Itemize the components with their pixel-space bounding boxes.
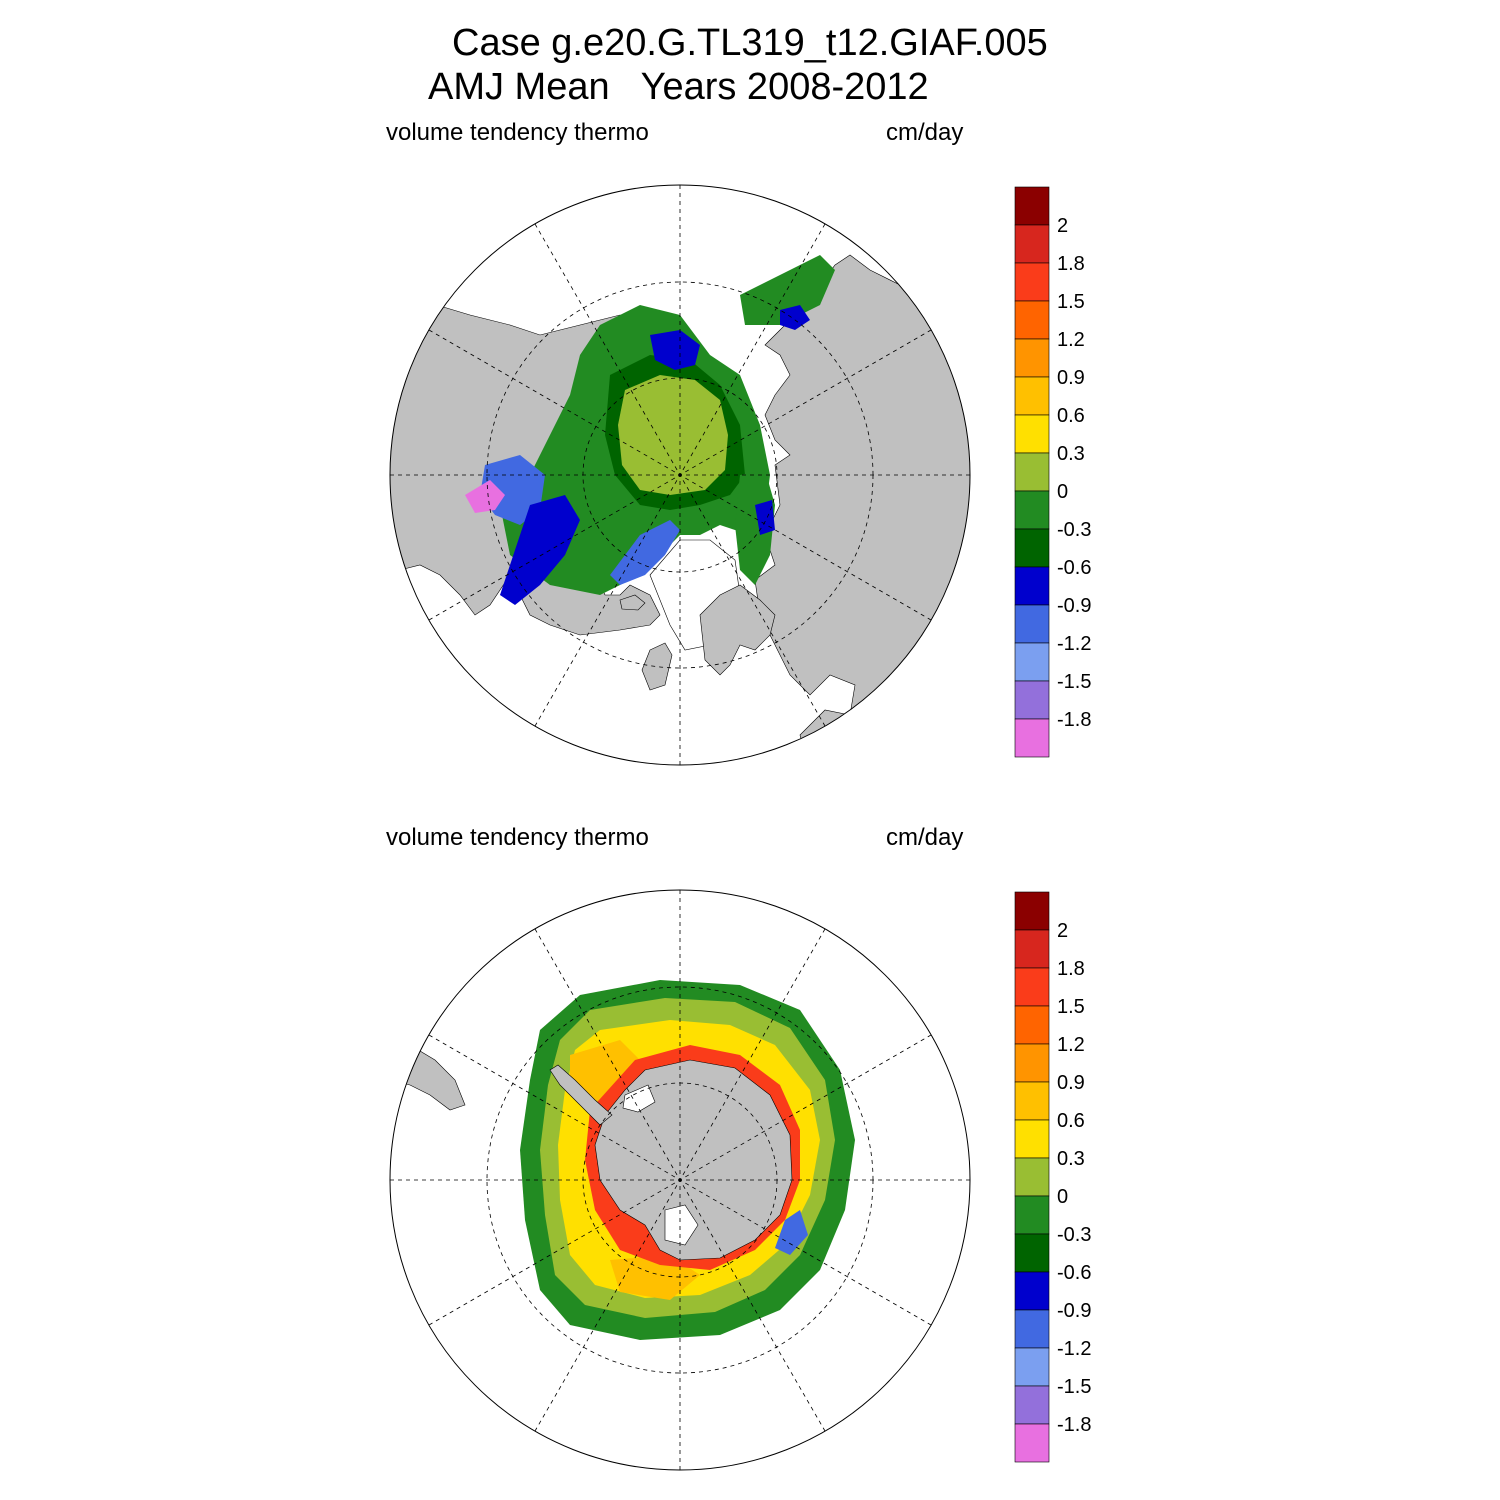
colorbar-box-1-2: [1014, 262, 1050, 302]
colorbar-tick-label-2-12: -1.5: [1057, 1376, 1091, 1398]
colorbar-tick-label-1-5: 0.6: [1057, 405, 1085, 427]
arctic-ice-green-okhotsk: [740, 255, 835, 325]
colorbar-box-2-10: [1014, 1271, 1050, 1311]
colorbar-tick-label-2-5: 0.6: [1057, 1110, 1085, 1132]
panel1-variable-label: volume tendency thermo: [386, 119, 649, 146]
colorbar-panel1: 2 1.8 1.5 1.2 0.9 0.6 0.3 0 -0.3 -0.6 -0.9 -1.2 -1.5…: [1014, 186, 1091, 758]
antarctic-ice-blue-east: [775, 1210, 808, 1255]
colorbar-tick-label-1-6: 0.3: [1057, 443, 1085, 465]
arctic-ice-blue-channel: [500, 495, 580, 605]
colorbar-tick-label-2-2: 1.5: [1057, 996, 1085, 1018]
arctic-ice-blue-barents: [755, 500, 775, 535]
colorbar-box-1-5: [1014, 376, 1050, 416]
arctic-ice-blue-bering: [650, 330, 700, 370]
colorbar-box-2-14: [1014, 1423, 1050, 1463]
ross-ice-shelf: [664, 1204, 699, 1246]
colorbar-tick-label-1-11: -1.2: [1057, 633, 1091, 655]
uk-land: [641, 642, 673, 691]
colorbar-tick-label-2-3: 1.2: [1057, 1034, 1085, 1056]
colorbar-box-1-14: [1014, 718, 1050, 758]
colorbar-tick-label-1-2: 1.5: [1057, 291, 1085, 313]
colorbar-tick-label-1-8: -0.3: [1057, 519, 1091, 541]
colorbar-box-1-13: [1014, 680, 1050, 720]
colorbar-tick-label-2-1: 1.8: [1057, 958, 1085, 980]
colorbar-tick-label-2-8: -0.3: [1057, 1224, 1091, 1246]
colorbar-box-2-13: [1014, 1385, 1050, 1425]
arctic-polar-map: [389, 184, 971, 766]
colorbar-panel2: 2 1.8 1.5 1.2 0.9 0.6 0.3 0 -0.3 -0.6 -0.9 -1.2 -1.5…: [1014, 891, 1091, 1463]
colorbar-box-2-6: [1014, 1119, 1050, 1159]
panel2-variable-label: volume tendency thermo: [386, 824, 649, 851]
panel2-units-label: cm/day: [886, 824, 964, 851]
colorbar-tick-label-2-7: 0: [1057, 1186, 1068, 1208]
colorbar-tick-label-2-13: -1.8: [1057, 1414, 1091, 1436]
colorbar-box-2-2: [1014, 967, 1050, 1007]
antarctic-peninsula: [549, 1064, 613, 1126]
colorbar-box-1-0: [1014, 186, 1050, 226]
colorbar-tick-label-2-11: -1.2: [1057, 1338, 1091, 1360]
antarctic-polar-map: [389, 889, 971, 1471]
colorbar-tick-label-1-10: -0.9: [1057, 595, 1091, 617]
panel1-units-label: cm/day: [886, 119, 964, 146]
colorbar-box-1-11: [1014, 604, 1050, 644]
antarctic-graticule: [390, 890, 970, 1470]
colorbar-box-1-1: [1014, 224, 1050, 264]
colorbar-box-2-12: [1014, 1347, 1050, 1387]
arctic-ice-blue-okhotsk: [780, 305, 810, 330]
arctic-graticule: [390, 185, 970, 765]
colorbar-tick-label-1-12: -1.5: [1057, 671, 1091, 693]
colorbar-tick-label-2-4: 0.9: [1057, 1072, 1085, 1094]
arctic-ice-green-barents: [735, 470, 775, 585]
title-line2: AMJ Mean Years 2008-2012: [428, 66, 929, 108]
colorbar-box-2-1: [1014, 929, 1050, 969]
colorbar-box-1-3: [1014, 300, 1050, 340]
colorbar-box-1-10: [1014, 566, 1050, 606]
colorbar-box-1-6: [1014, 414, 1050, 454]
colorbar-tick-label-2-10: -0.9: [1057, 1300, 1091, 1322]
arctic-ice-center: [618, 375, 728, 495]
arctic-ice-blue-east-greenland: [610, 520, 680, 585]
colorbar-box-1-8: [1014, 490, 1050, 530]
title-line1: Case g.e20.G.TL319_t12.GIAF.005: [452, 22, 1048, 64]
colorbar-box-1-12: [1014, 642, 1050, 682]
arctic-ice-pink-hudson: [465, 480, 505, 513]
colorbar-tick-label-2-6: 0.3: [1057, 1148, 1085, 1170]
colorbar-box-2-7: [1014, 1157, 1050, 1197]
colorbar-tick-label-1-7: 0: [1057, 481, 1068, 503]
colorbar-box-1-9: [1014, 528, 1050, 568]
colorbar-box-1-4: [1014, 338, 1050, 378]
colorbar-box-2-4: [1014, 1043, 1050, 1083]
iceland-land: [619, 594, 646, 611]
colorbar-box-2-0: [1014, 891, 1050, 931]
arctic-map-border: [389, 184, 971, 766]
colorbar-tick-label-1-3: 1.2: [1057, 329, 1085, 351]
colorbar-tick-label-1-9: -0.6: [1057, 557, 1091, 579]
antarctica-land: [594, 1059, 793, 1261]
colorbar-tick-label-2-9: -0.6: [1057, 1262, 1091, 1284]
colorbar-tick-label-1-4: 0.9: [1057, 367, 1085, 389]
colorbar-tick-label-1-0: 2: [1057, 215, 1068, 237]
colorbar-box-2-3: [1014, 1005, 1050, 1045]
colorbar-tick-label-1-13: -1.8: [1057, 709, 1091, 731]
colorbar-tick-label-1-1: 1.8: [1057, 253, 1085, 275]
colorbar-box-2-11: [1014, 1309, 1050, 1349]
colorbar-box-1-7: [1014, 452, 1050, 492]
antarctic-map-border: [389, 889, 971, 1471]
colorbar-tick-label-2-0: 2: [1057, 920, 1068, 942]
colorbar-box-2-9: [1014, 1233, 1050, 1273]
colorbar-box-2-8: [1014, 1195, 1050, 1235]
weddell-ice-shelf: [622, 1084, 656, 1113]
colorbar-box-2-5: [1014, 1081, 1050, 1121]
